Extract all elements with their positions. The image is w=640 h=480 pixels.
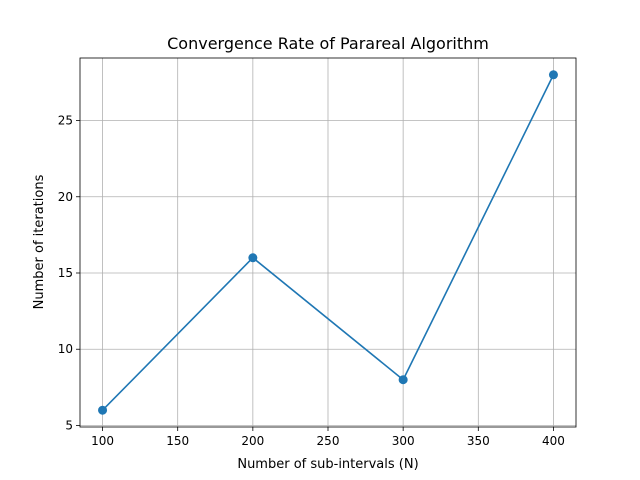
x-tick-label: 250 — [317, 434, 340, 448]
y-axis-label: Number of iterations — [32, 174, 47, 309]
y-tick-label: 20 — [58, 190, 73, 204]
x-tick-label: 200 — [241, 434, 264, 448]
data-point — [248, 253, 258, 263]
x-axis-label: Number of sub-intervals (N) — [237, 457, 418, 472]
x-tick-label: 300 — [392, 434, 415, 448]
y-tick-label: 5 — [65, 418, 73, 432]
x-tick-label: 350 — [467, 434, 490, 448]
grid — [80, 58, 576, 427]
data-point — [548, 70, 558, 80]
x-axis: 100 150 200 250 300 350 400 — [91, 427, 565, 448]
data-point — [98, 405, 108, 415]
data-point — [398, 375, 408, 385]
x-tick-label: 100 — [91, 434, 114, 448]
series-line — [101, 74, 555, 411]
series-layer — [98, 70, 558, 415]
y-tick-label: 15 — [58, 266, 73, 280]
chart-title: Convergence Rate of Parareal Algorithm — [167, 34, 489, 53]
y-tick-label: 25 — [58, 114, 73, 128]
x-tick-label: 150 — [166, 434, 189, 448]
y-axis: 5 10 15 20 25 — [58, 114, 80, 432]
x-tick-label: 400 — [542, 434, 565, 448]
y-tick-label: 10 — [58, 342, 73, 356]
